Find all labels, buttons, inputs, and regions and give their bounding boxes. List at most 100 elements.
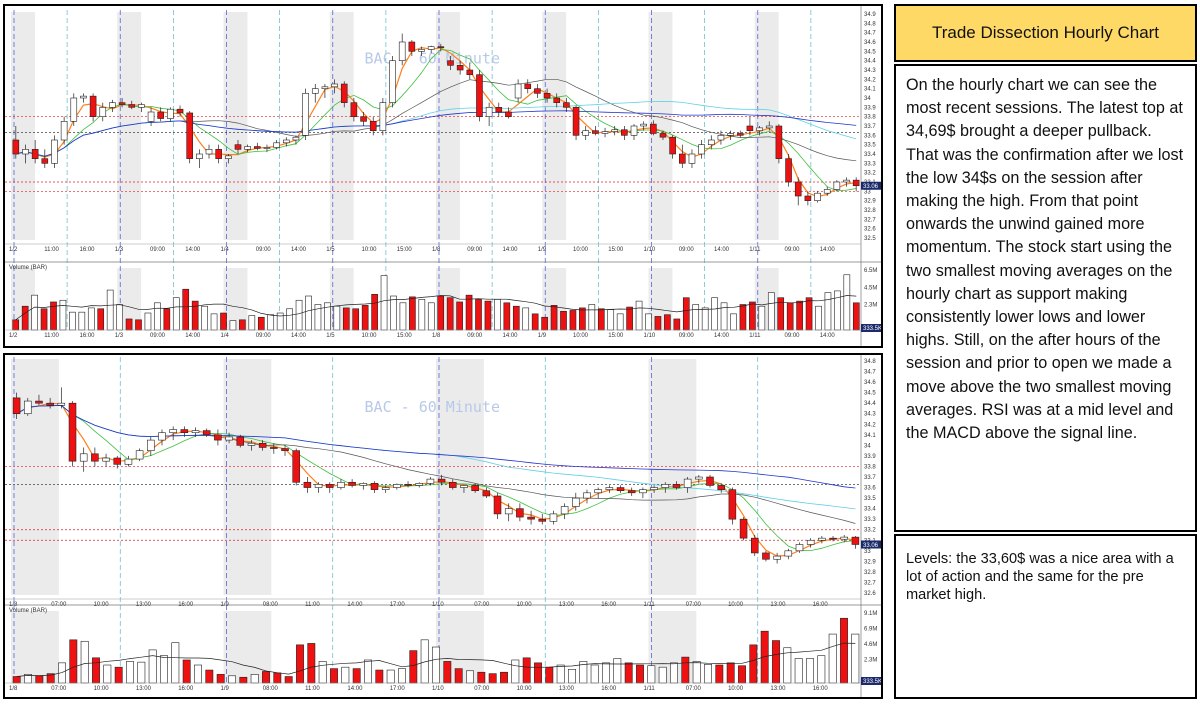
session-shade-band [648,12,673,240]
volume-time-tick-label: 16:00 [813,686,829,692]
volume-bar [182,288,190,331]
candle-body [22,149,29,155]
volume-bar [597,308,605,331]
volume-bar [500,671,508,684]
volume-bar [840,617,848,684]
volume-time-tick-label: 1/11 [749,333,761,339]
price-tick-label: 32.6 [864,591,876,597]
volume-bar [815,305,822,331]
candle-body [818,537,826,541]
volume-bar [692,304,700,331]
candle-body [717,485,725,490]
volume-tick-label: 4.6M [864,642,877,648]
volume-bar [531,313,539,331]
volume-bar [390,295,397,331]
candle-body [679,153,686,164]
volume-bar [534,662,542,684]
candle-body [493,495,502,515]
volume-bar [418,299,426,331]
volume-bar [758,305,766,331]
volume-bar [556,664,565,684]
candle-body [672,484,681,488]
volume-bar [284,676,293,684]
candle-body [572,497,580,507]
time-tick-label: 10:00 [362,247,378,253]
candle-body [605,487,614,490]
volume-time-tick-label: 1/11 [644,686,656,692]
volume-bar [59,299,67,331]
price-tick-label: 34.4 [864,59,876,65]
volume-bar [295,299,303,331]
time-tick-label: 1/4 [221,247,230,253]
volume-bar [216,674,225,684]
time-tick-label: 1/11 [749,247,761,253]
volume-bar [144,312,152,331]
candle-body [236,436,245,446]
volume-time-tick-label: 14:00 [503,333,519,339]
price-tick-label: 33.4 [864,507,876,513]
candle-body [739,518,748,539]
volume-time-tick-label: 1/5 [326,333,335,339]
volume-bar [726,662,735,684]
candle-body [169,429,177,434]
candle-body [205,149,213,155]
volume-time-tick-label: 09:00 [256,333,272,339]
volume-bar [194,664,202,684]
volume-time-tick-label: 09:00 [467,333,483,339]
volume-ma-line [15,295,857,321]
volume-bar [767,292,775,331]
price-tick-label: 34.8 [864,21,876,27]
volume-time-tick-label: 13:00 [559,686,575,692]
candle-body [91,453,99,462]
price-tick-label: 33.2 [864,171,876,177]
candle-body [582,130,590,136]
candle-body [784,550,793,557]
volume-time-tick-label: 15:00 [397,333,413,339]
volume-time-tick-label: 10:00 [573,333,589,339]
volume-bar [116,304,123,331]
candle-body [485,107,493,117]
volume-bar [692,661,701,684]
volume-bar [806,658,814,684]
last-volume-box [861,324,881,332]
volume-bar [78,311,86,331]
candle-body [359,483,368,486]
volume-bar [330,668,338,684]
volume-bar [432,646,440,684]
price-tick-label: 32.8 [864,208,876,214]
candle-body [225,436,233,441]
volume-bar [126,661,134,684]
volume-bar [296,644,304,684]
volume-time-tick-label: 15:00 [608,333,624,339]
volume-bar [92,657,100,684]
candle-body [505,111,512,117]
candle-body [456,65,464,71]
volume-bar [454,668,463,684]
session-shade-band [223,611,272,683]
volume-bar [239,319,246,331]
volume-bar [647,665,656,684]
time-tick-label: 10:00 [573,247,589,253]
candle-body [630,125,638,136]
price-tick-label: 32.5 [864,236,876,242]
candle-body [415,483,423,486]
volume-bar [267,314,275,331]
candle-body [102,457,110,462]
price-tick-label: 34.2 [864,422,876,428]
volume-tick-label: 6.9M [864,627,877,633]
volume-bar [154,302,161,331]
price-tick-label: 32.8 [864,570,876,576]
candle-body [196,153,203,159]
candle-body [823,189,831,194]
last-volume-box [861,677,881,685]
candle-body [180,429,189,434]
candle-body [601,131,609,134]
volume-time-tick-label: 09:00 [150,333,166,339]
session-shade-band [223,359,272,595]
candle-body [321,86,329,89]
volume-bar [148,649,157,684]
session-shade-band [329,268,354,330]
candle-body [331,83,338,88]
volume-bar [352,308,360,331]
candle-body [572,107,580,136]
